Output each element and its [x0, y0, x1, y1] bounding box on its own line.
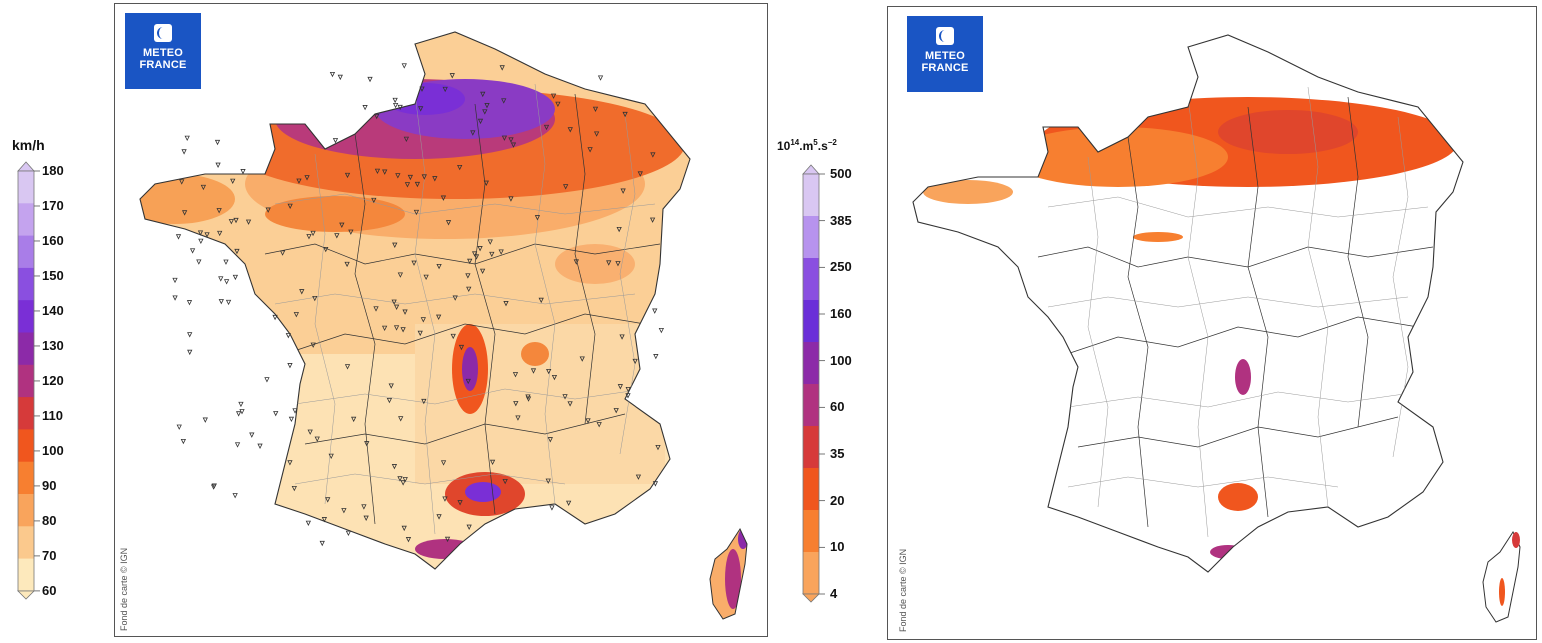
- colorbar-tick-label: 140: [42, 302, 64, 318]
- left-colorbar: [17, 161, 40, 600]
- left-legend-unit: km/h: [12, 137, 45, 153]
- colorbar-tick-label: 90: [42, 477, 57, 493]
- colorbar-segment: [803, 510, 819, 553]
- colorbar-tick-label: 180: [42, 163, 64, 178]
- colorbar-segment: [18, 267, 34, 301]
- colorbar-segment: [18, 558, 34, 592]
- colorbar-tick-label: 385: [830, 212, 852, 228]
- colorbar-segment: [18, 429, 34, 463]
- colorbar-segment: [803, 342, 819, 385]
- right-legend-unit: 1014.m5.s−2: [777, 138, 837, 153]
- logo-line-2: FRANCE: [139, 59, 187, 71]
- colorbar-segment: [18, 300, 34, 333]
- wind-gust-map-panel: METEO FRANCE Fond de carte © IGN: [114, 3, 768, 637]
- colorbar-segment: [803, 174, 819, 217]
- colorbar-tick-label: 250: [830, 259, 852, 275]
- colorbar-segment: [18, 461, 34, 495]
- colorbar-tick-label: 130: [42, 337, 64, 353]
- colorbar-segment: [18, 235, 34, 269]
- colorbar-segment: [18, 171, 34, 204]
- colorbar-segment: [803, 426, 819, 469]
- unit-mid-2: .s: [817, 139, 828, 153]
- logo-line-1: METEO: [924, 50, 966, 62]
- colorbar-tick-label: 160: [42, 232, 64, 248]
- colorbar-tick-label: 60: [830, 399, 845, 415]
- unit-exp-1: 14: [790, 138, 800, 147]
- colorbar-segment: [803, 552, 819, 595]
- colorbar-segment: [18, 526, 34, 560]
- colorbar-segment: [18, 364, 34, 398]
- colorbar-segment: [18, 494, 34, 527]
- colorbar-tick-label: 110: [42, 407, 63, 423]
- unit-mid: .m: [799, 139, 814, 153]
- colorbar-tick-label: 500: [830, 166, 852, 181]
- colorbar-tick-label: 100: [42, 442, 64, 458]
- meteo-france-logo: METEO FRANCE: [125, 13, 201, 89]
- map-credit: Fond de carte © IGN: [119, 547, 129, 631]
- colorbar-tick-label: 10: [830, 539, 845, 555]
- colorbar-tick-label: 120: [42, 372, 64, 388]
- colorbar-tick-label: 60: [42, 582, 57, 598]
- logo-line-1: METEO: [142, 47, 184, 59]
- colorbar-segment: [803, 258, 819, 301]
- colorbar-segment: [18, 203, 34, 237]
- colorbar-tick-label: 70: [42, 547, 57, 563]
- colorbar-segment: [803, 468, 819, 511]
- colorbar-tick-label: 35: [830, 446, 845, 461]
- logo-line-2: FRANCE: [921, 62, 969, 74]
- colorbar-segment: [18, 397, 34, 430]
- unit-exp-2: 5: [813, 138, 818, 147]
- meteo-france-logo-mark-icon: [154, 24, 172, 42]
- unit-exp-3: −2: [827, 138, 837, 147]
- unit-base: 10: [777, 139, 791, 153]
- colorbar-tick-label: 160: [830, 306, 852, 321]
- colorbar-segment: [803, 216, 819, 259]
- colorbar-tick-label: 170: [42, 197, 64, 213]
- colorbar-segment: [803, 384, 819, 427]
- right-colorbar: [802, 164, 825, 603]
- meteo-france-logo-right: METEO FRANCE: [907, 16, 983, 92]
- station-markers: [172, 63, 665, 547]
- helicity-map-panel: METEO FRANCE Fond de carte © IGN: [887, 6, 1537, 640]
- colorbar-tick-label: 80: [42, 512, 57, 528]
- colorbar-tick-label: 20: [830, 492, 845, 508]
- colorbar-segment: [803, 300, 819, 343]
- helicity-map: [912, 34, 1521, 623]
- meteo-france-logo-mark-icon: [936, 27, 954, 45]
- colorbar-segment: [18, 332, 34, 366]
- colorbar-tick-label: 100: [830, 352, 852, 368]
- colorbar-tick-label: 4: [830, 586, 838, 601]
- map-credit-right: Fond de carte © IGN: [898, 548, 908, 632]
- wind-gust-map: [139, 31, 748, 620]
- colorbar-tick-label: 150: [42, 267, 64, 283]
